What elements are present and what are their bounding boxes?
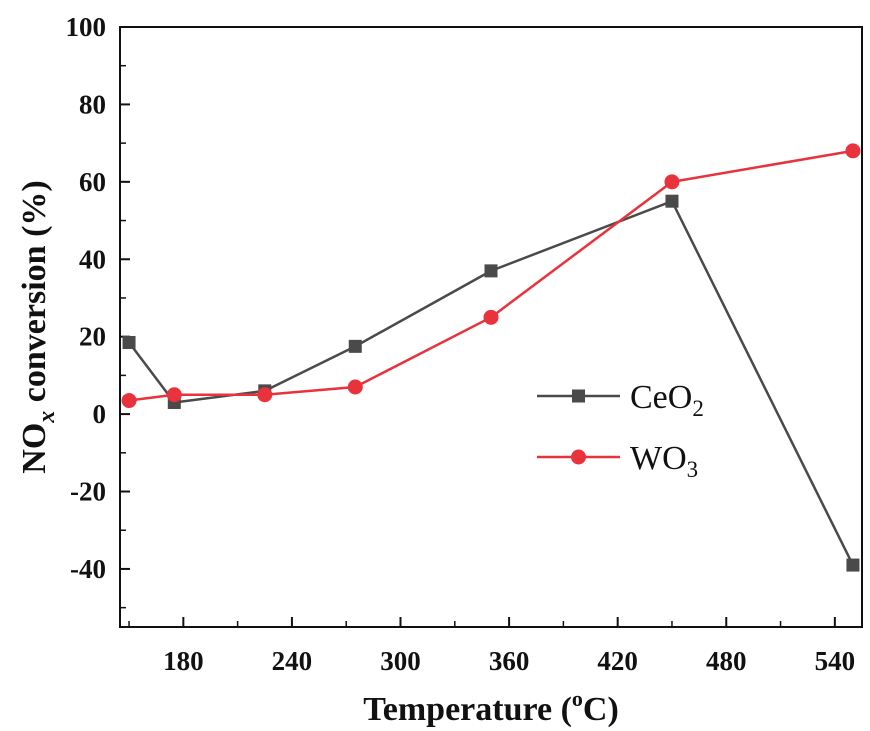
x-tick-label: 420 bbox=[597, 646, 638, 676]
series-ceo bbox=[122, 194, 860, 572]
data-point bbox=[166, 387, 182, 403]
x-axis-title: Temperature (oC) bbox=[363, 686, 619, 728]
data-point bbox=[121, 393, 137, 409]
data-point bbox=[845, 143, 861, 159]
axis-labels: Temperature (oC) NOx conversion (%) bbox=[16, 180, 619, 728]
series-wo bbox=[121, 143, 861, 409]
data-point bbox=[257, 387, 273, 403]
x-tick-label: 240 bbox=[272, 646, 313, 676]
legend-label: CeO2 bbox=[630, 379, 704, 421]
y-tick-label: -20 bbox=[70, 477, 106, 507]
data-point bbox=[484, 264, 498, 278]
y-tick-label: 0 bbox=[93, 399, 107, 429]
x-tick-label: 300 bbox=[380, 646, 421, 676]
data-point bbox=[347, 379, 363, 395]
data-point bbox=[348, 339, 362, 353]
data-point bbox=[665, 194, 679, 208]
axes: 100 80 60 40 20 0 -20 -40 180 240 300 360 420 480 540 bbox=[66, 12, 863, 676]
x-tick-label: 480 bbox=[706, 646, 747, 676]
data-point bbox=[122, 335, 136, 349]
x-tick-label: 360 bbox=[489, 646, 530, 676]
legend-marker bbox=[572, 389, 585, 403]
y-tick-label: 60 bbox=[79, 167, 106, 197]
y-tick-label: -40 bbox=[70, 554, 106, 584]
data-point bbox=[483, 309, 499, 325]
y-tick-label: 100 bbox=[66, 12, 107, 42]
y-tick-label: 80 bbox=[79, 89, 106, 119]
series-layer bbox=[121, 143, 861, 572]
data-point bbox=[846, 558, 860, 572]
legend-item-wo: WO3 bbox=[537, 440, 698, 482]
series-line bbox=[128, 199, 855, 566]
x-tick-label: 180 bbox=[163, 646, 204, 676]
legend-marker bbox=[571, 449, 586, 465]
legend: CeO2 WO3 bbox=[537, 379, 704, 482]
plot-frame bbox=[119, 26, 863, 628]
x-tick-label: 540 bbox=[815, 646, 856, 676]
legend-item-ceo: CeO2 bbox=[537, 379, 704, 421]
y-axis-title: NOx conversion (%) bbox=[16, 180, 60, 473]
y-tick-label: 40 bbox=[79, 244, 106, 274]
y-tick-label: 20 bbox=[79, 322, 106, 352]
legend-label: WO3 bbox=[630, 440, 698, 482]
data-point bbox=[664, 174, 680, 190]
